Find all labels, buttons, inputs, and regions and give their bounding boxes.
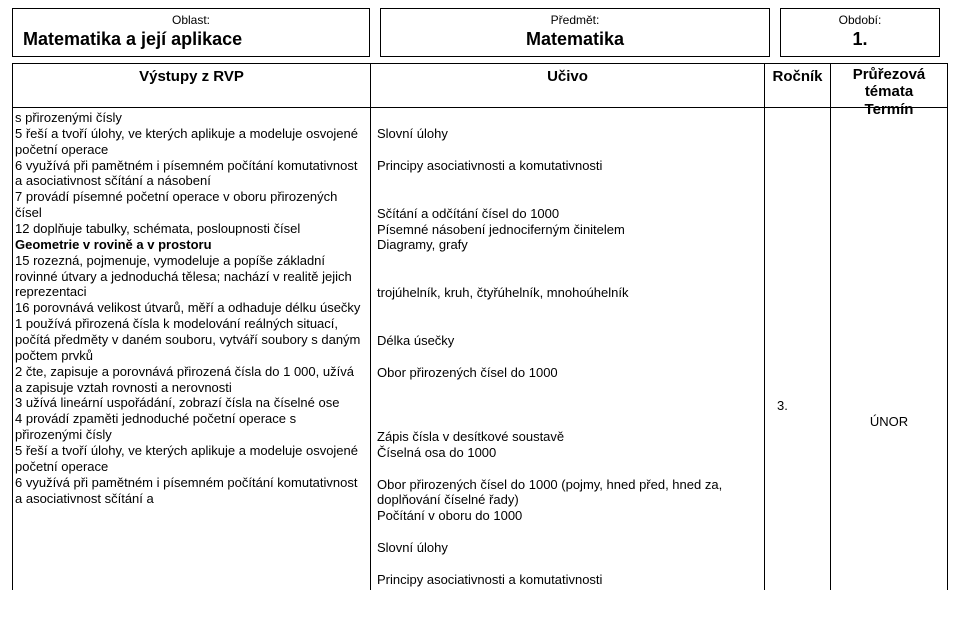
col-head-vystupy: Výstupy z RVP [13, 64, 370, 108]
col-head-prurezova-a: Průřezová témata [853, 66, 926, 100]
header-period: Období: 1. [780, 8, 940, 57]
ucivo-line: Zápis čísla v desítkové soustavě [377, 429, 758, 445]
outcome-line: 5 řeší a tvoří úlohy, ve kterých aplikuj… [15, 443, 364, 475]
col-head-prurezova-b: Termín [865, 101, 914, 118]
period-label: Období: [791, 13, 929, 27]
ucivo-line: Délka úsečky [377, 333, 758, 349]
subject-label: Předmět: [391, 13, 759, 27]
termin-value: ÚNOR [837, 414, 941, 430]
col-body-prurezova: ÚNOR [831, 108, 947, 432]
col-head-ucivo: Učivo [371, 64, 764, 108]
ucivo-line: Písemné násobení jednociferným činitelem [377, 222, 758, 238]
col-body-rocnik: 3. [765, 108, 830, 416]
col-body-vystupy: s přirozenými čísly 5 řeší a tvoří úlohy… [13, 108, 370, 508]
outcome-line: 1 používá přirozená čísla k modelování r… [15, 316, 364, 364]
outcome-line: s přirozenými čísly [15, 110, 364, 126]
ucivo-line: Principy asociativnosti a komutativnosti [377, 572, 758, 588]
ucivo-line: Principy asociativnosti a komutativnosti [377, 158, 758, 174]
main-table: Výstupy z RVP s přirozenými čísly 5 řeší… [12, 63, 948, 590]
header-area: Oblast: Matematika a její aplikace [12, 8, 370, 57]
col-vystupy: Výstupy z RVP s přirozenými čísly 5 řeší… [13, 64, 371, 590]
col-prurezova: Průřezová témata Termín ÚNOR [831, 64, 948, 590]
ucivo-line: Slovní úlohy [377, 540, 758, 556]
outcome-line: 6 využívá při pamětném i písemném počítá… [15, 475, 364, 507]
period-value: 1. [791, 29, 929, 50]
outcome-line: 12 doplňuje tabulky, schémata, posloupno… [15, 221, 364, 237]
col-head-prurezova: Průřezová témata Termín [831, 64, 947, 108]
area-label: Oblast: [23, 13, 359, 27]
outcome-line: 2 čte, zapisuje a porovnává přirozená čí… [15, 364, 364, 396]
outcome-line: 4 provádí zpaměti jednoduché početní ope… [15, 411, 364, 443]
subject-value: Matematika [391, 29, 759, 50]
outcome-line: 3 užívá lineární uspořádání, zobrazí čís… [15, 395, 364, 411]
ucivo-line: Číselná osa do 1000 [377, 445, 758, 461]
col-ucivo: Učivo Slovní úlohy Principy asociativnos… [371, 64, 765, 590]
outcome-line: 7 provádí písemné početní operace v obor… [15, 189, 364, 221]
outcome-line: 5 řeší a tvoří úlohy, ve kterých aplikuj… [15, 126, 364, 158]
outcome-line: 16 porovnává velikost útvarů, měří a odh… [15, 300, 364, 316]
col-body-ucivo: Slovní úlohy Principy asociativnosti a k… [371, 108, 764, 590]
header-row: Oblast: Matematika a její aplikace Předm… [12, 8, 948, 57]
ucivo-line: Sčítání a odčítání čísel do 1000 [377, 206, 758, 222]
ucivo-line: Diagramy, grafy [377, 237, 758, 253]
rocnik-value: 3. [771, 398, 824, 414]
ucivo-line: Počítání v oboru do 1000 [377, 508, 758, 524]
col-head-rocnik: Ročník [765, 64, 830, 108]
area-value: Matematika a její aplikace [23, 29, 359, 50]
outcome-line: 6 využívá při pamětném i písemném počítá… [15, 158, 364, 190]
ucivo-line: Slovní úlohy [377, 126, 758, 142]
outcome-line: 15 rozezná, pojmenuje, vymodeluje a popí… [15, 253, 364, 301]
outcome-section: Geometrie v rovině a v prostoru [15, 237, 364, 253]
ucivo-line: trojúhelník, kruh, čtyřúhelník, mnohoúhe… [377, 285, 758, 301]
col-rocnik: Ročník 3. [765, 64, 831, 590]
header-subject: Předmět: Matematika [380, 8, 770, 57]
ucivo-line: Obor přirozených čísel do 1000 (pojmy, h… [377, 477, 758, 509]
ucivo-line: Obor přirozených čísel do 1000 [377, 365, 758, 381]
